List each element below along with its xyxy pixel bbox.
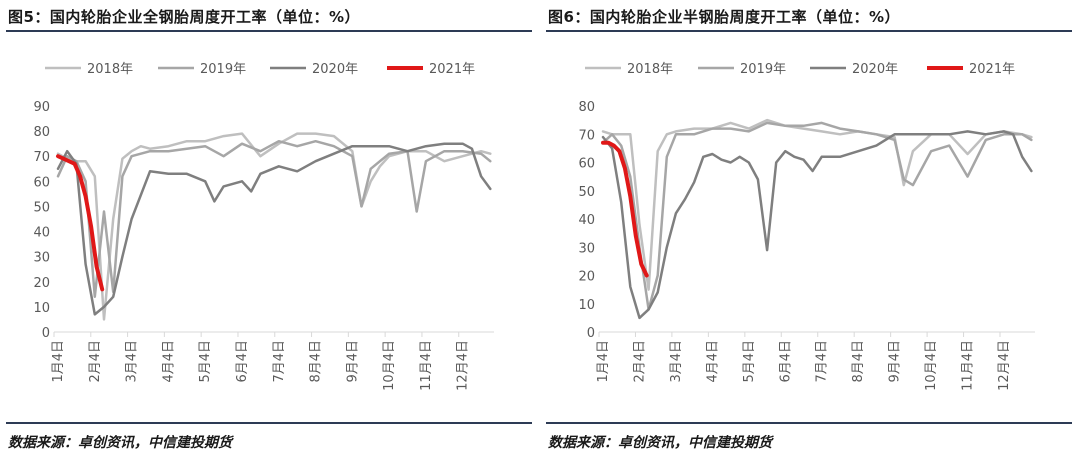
x-axis: 1月4日 2月4日 3月4日 4月4日 5月4日 6月4日 7月4日 8月4日 9月4日 10月4… — [596, 331, 1035, 391]
chart-title: 图5：国内轮胎企业全钢胎周度开工率（单位：%） — [8, 8, 360, 26]
y-tick-label: 30 — [33, 251, 50, 266]
legend: 2018年 2019年 2020年 2021年 — [585, 62, 1015, 77]
y-tick-label: 80 — [33, 125, 50, 140]
legend-label: 2019年 — [740, 62, 786, 77]
x-tick-label: 3月4日 — [669, 340, 684, 383]
line-chart-full-steel: 2018年 2019年 2020年 2021年 0 10 20 30 40 50 60 70 80 90 1… — [33, 62, 494, 391]
x-tick-label: 12月4日 — [997, 340, 1012, 391]
legend-item: 2019年 — [158, 62, 246, 77]
y-tick-label: 60 — [578, 157, 595, 172]
source-divider — [6, 422, 532, 424]
legend-label: 2021年 — [429, 62, 475, 77]
x-tick-label: 4月4日 — [161, 340, 176, 383]
series-line — [56, 154, 105, 292]
legend-label: 2018年 — [627, 62, 673, 77]
x-tick-label: 10月4日 — [924, 340, 939, 391]
series-line — [601, 121, 1033, 311]
x-tick-label: 6月4日 — [778, 340, 793, 383]
legend-label: 2018年 — [87, 62, 133, 77]
x-tick-label: 7月4日 — [272, 340, 287, 383]
y-axis: 0 10 20 30 40 50 60 70 80 — [578, 100, 595, 341]
x-tick-label: 2月4日 — [632, 340, 647, 383]
chart-panel-fig5: 图5：国内轮胎企业全钢胎周度开工率（单位：%） 2018年 2019年 2020年 2… — [6, 8, 532, 451]
x-tick-label: 7月4日 — [815, 340, 830, 383]
legend-item: 2018年 — [45, 62, 133, 77]
x-tick-label: 3月4日 — [125, 340, 140, 383]
x-tick-label: 8月4日 — [851, 340, 866, 383]
x-tick-label: 4月4日 — [705, 340, 720, 383]
legend-label: 2020年 — [312, 62, 358, 77]
legend-item: 2020年 — [270, 62, 358, 77]
series-line — [56, 142, 492, 316]
source-note: 数据来源：卓创资讯，中信建投期货 — [8, 435, 232, 451]
x-tick-label: 6月4日 — [235, 340, 250, 383]
y-tick-label: 80 — [578, 100, 595, 115]
source-divider — [546, 422, 1072, 424]
x-tick-label: 2月4日 — [88, 340, 103, 383]
y-tick-label: 60 — [33, 175, 50, 190]
series-line — [56, 139, 492, 299]
legend-item: 2018年 — [585, 62, 673, 77]
legend-label: 2019年 — [200, 62, 246, 77]
title-divider — [6, 30, 532, 32]
source-note: 数据来源：卓创资讯，中信建投期货 — [548, 435, 772, 451]
x-tick-label: 12月4日 — [456, 340, 471, 391]
legend: 2018年 2019年 2020年 2021年 — [45, 62, 475, 77]
y-tick-label: 0 — [587, 326, 595, 341]
x-tick-label: 9月4日 — [345, 340, 360, 383]
y-tick-label: 0 — [42, 326, 50, 341]
legend-item: 2019年 — [698, 62, 786, 77]
y-tick-label: 50 — [33, 200, 50, 215]
y-tick-label: 30 — [578, 241, 595, 256]
y-tick-label: 40 — [578, 213, 595, 228]
legend-item: 2020年 — [810, 62, 898, 77]
legend-item: 2021年 — [387, 62, 475, 77]
series-line — [601, 130, 1033, 320]
chart-panel-fig6: 图6：国内轮胎企业半钢胎周度开工率（单位：%） 2018年 2019年 2020年 2… — [540, 0, 1080, 458]
x-tick-label: 8月4日 — [309, 340, 324, 383]
y-tick-label: 70 — [578, 128, 595, 143]
legend-label: 2020年 — [852, 62, 898, 77]
y-tick-label: 70 — [33, 150, 50, 165]
y-tick-label: 20 — [578, 270, 595, 285]
y-tick-label: 50 — [578, 185, 595, 200]
x-tick-label: 5月4日 — [742, 340, 757, 383]
y-tick-label: 10 — [33, 301, 50, 316]
x-tick-label: 11月4日 — [961, 340, 976, 391]
x-tick-label: 1月4日 — [596, 340, 611, 383]
line-chart-semi-steel: 2018年 2019年 2020年 2021年 0 10 20 30 40 50 60 70 80 1月4… — [578, 62, 1035, 391]
title-divider — [546, 30, 1072, 32]
x-tick-label: 1月4日 — [51, 340, 66, 383]
y-tick-label: 20 — [33, 276, 50, 291]
x-tick-label: 10月4日 — [382, 340, 397, 391]
x-axis: 1月4日 2月4日 3月4日 4月4日 5月4日 6月4日 7月4日 8月4日 9月4日 10月4… — [51, 331, 494, 391]
x-tick-label: 11月4日 — [419, 340, 434, 391]
series-line — [601, 140, 649, 278]
legend-item: 2021年 — [927, 62, 1015, 77]
series-line — [601, 118, 1033, 291]
y-tick-label: 40 — [33, 226, 50, 241]
legend-label: 2021年 — [969, 62, 1015, 77]
y-tick-label: 10 — [578, 298, 595, 313]
x-tick-label: 9月4日 — [888, 340, 903, 383]
chart-title: 图6：国内轮胎企业半钢胎周度开工率（单位：%） — [548, 8, 900, 26]
x-tick-label: 5月4日 — [198, 340, 213, 383]
y-axis: 0 10 20 30 40 50 60 70 80 90 — [33, 100, 50, 341]
y-tick-label: 90 — [33, 100, 50, 115]
